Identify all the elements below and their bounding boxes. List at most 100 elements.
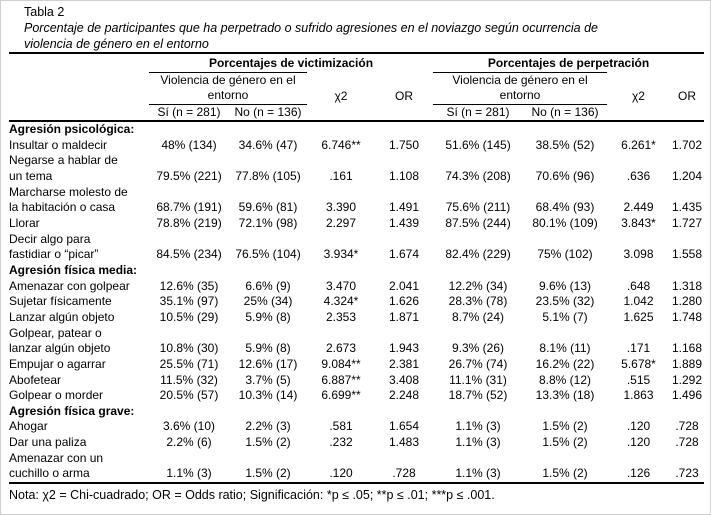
section-header-row: Agresión psicológica: xyxy=(9,121,704,138)
data-cell: 25.5% (71) xyxy=(159,356,219,371)
data-cell: 12.6% (17) xyxy=(238,356,298,371)
data-cell: 74.3% (208) xyxy=(445,168,511,183)
row-label: Empujar o agarrar xyxy=(9,356,106,371)
data-cell: 48% (134) xyxy=(161,137,217,152)
data-cell: 10.5% (29) xyxy=(159,309,219,324)
table-row: Amenazar con un cuchillo o arma 1.1% (3) 1… xyxy=(9,450,705,485)
data-cell: 1.5% (2) xyxy=(229,450,307,485)
table-header: Porcentajes de victimización Porcentajes… xyxy=(9,52,705,122)
data-cell: 3.7% (5) xyxy=(245,372,291,387)
data-cell: 1.280 xyxy=(671,294,703,309)
data-cell: 51.6% (145) xyxy=(445,137,511,152)
section-header-row: Agresión física grave: xyxy=(9,404,704,420)
table-row: Insultar o maldecir 48% (134) 34.6% (47) 6.… xyxy=(9,138,704,154)
chi-squared-header-victimization: χ2 xyxy=(307,72,375,122)
yes-column-header-perpetration: Sí (n = 281) xyxy=(433,104,523,122)
data-cell: 1.318 xyxy=(671,278,703,293)
data-cell: .728 xyxy=(375,450,433,485)
data-cell: 72.1% (98) xyxy=(238,215,298,230)
data-cell: 1.483 xyxy=(388,435,420,450)
data-cell: 2.449 xyxy=(623,200,654,215)
data-cell: .161 xyxy=(329,168,353,183)
data-cell: 1.702 xyxy=(671,137,703,152)
data-cell: 6.887** xyxy=(321,372,361,387)
data-cell: 1.5% (2) xyxy=(523,450,607,485)
data-cell: 1.943 xyxy=(388,341,420,356)
data-cell: 9.6% (13) xyxy=(538,278,592,293)
data-cell: 8.8% (12) xyxy=(538,372,592,387)
data-cell: 9.3% (26) xyxy=(451,341,505,356)
group-header-row: Porcentajes de victimización Porcentajes… xyxy=(9,52,705,122)
section-header-row: Agresión física media: xyxy=(9,263,704,279)
data-cell: 1.748 xyxy=(671,309,703,324)
data-cell: 38.5% (52) xyxy=(535,137,595,152)
data-cell: 2.2% (3) xyxy=(245,419,291,434)
data-cell: .636 xyxy=(626,168,651,183)
data-cell: 2.2% (6) xyxy=(166,435,212,450)
data-cell: 2.673 xyxy=(325,341,357,356)
data-cell: 77.8% (105) xyxy=(235,168,301,183)
table-row: Marcharse molesto de la habitación o cas… xyxy=(9,185,704,216)
table-row: Sujetar físicamente 35.1% (97) 25% (34) 4.3… xyxy=(9,294,704,310)
data-cell: 5.9% (8) xyxy=(245,341,291,356)
data-cell: 13.3% (18) xyxy=(535,388,595,403)
data-cell: 8.1% (11) xyxy=(539,341,591,356)
odds-ratio-header-victimization: OR xyxy=(375,72,433,122)
data-cell: 1.108 xyxy=(388,168,420,183)
table-row: Golpear, patear o lanzar algún objeto 10.… xyxy=(9,326,704,357)
data-cell: 1.204 xyxy=(671,168,703,183)
data-cell: 2.353 xyxy=(325,309,357,324)
data-cell: .723 xyxy=(670,450,705,485)
data-cell: .648 xyxy=(626,278,651,293)
data-cell: 8.7% (24) xyxy=(451,309,505,324)
data-cell: 68.4% (93) xyxy=(535,200,595,215)
data-cell: 78.8% (219) xyxy=(156,215,222,230)
data-cell: 1.439 xyxy=(388,215,420,230)
data-table: Porcentajes de victimización Porcentajes… xyxy=(9,52,705,485)
data-cell: 1.727 xyxy=(671,215,703,230)
data-cell: 1.5% (2) xyxy=(542,419,588,434)
no-column-header-perpetration: No (n = 136) xyxy=(523,104,607,122)
row-label: Sujetar físicamente xyxy=(9,294,112,309)
data-cell: .728 xyxy=(675,435,699,450)
data-cell: .120 xyxy=(626,435,651,450)
data-cell: 9.084** xyxy=(321,356,361,371)
data-cell: 5.1% (7) xyxy=(542,309,588,324)
data-cell: 2.381 xyxy=(388,356,420,371)
data-cell: .581 xyxy=(329,419,353,434)
data-cell: .120 xyxy=(307,450,375,485)
data-cell: .515 xyxy=(626,372,651,387)
data-cell: 68.7% (191) xyxy=(156,200,222,215)
data-cell: 1.863 xyxy=(623,388,654,403)
data-cell: 1.654 xyxy=(388,419,420,434)
data-cell: 1.5% (2) xyxy=(542,435,588,450)
data-cell: 1.1% (3) xyxy=(433,450,523,485)
data-cell: 11.5% (32) xyxy=(160,372,218,387)
no-column-header-victimization: No (n = 136) xyxy=(229,104,307,122)
row-label: Golpear, patear o lanzar algún objeto xyxy=(9,325,111,356)
subcolumn-header-row: Sí (n = 281) No (n = 136) Sí (n = 281) N… xyxy=(9,104,704,122)
table-caption: Porcentaje de participantes que ha perpe… xyxy=(24,21,598,51)
data-cell: 1.625 xyxy=(623,309,654,324)
data-cell: .728 xyxy=(675,419,699,434)
table-body: Agresión psicológica: Insultar o maldecir… xyxy=(9,121,705,485)
data-cell: 59.6% (81) xyxy=(238,200,298,215)
table-row: Dar una paliza 2.2% (6) 1.5% (2) .232 1.483 1… xyxy=(9,435,704,451)
data-cell: 1.871 xyxy=(388,309,420,324)
row-label: Negarse a hablar de un tema xyxy=(9,153,118,183)
data-cell: 1.435 xyxy=(671,200,703,215)
environment-spanner-perpetration: Violencia de género en el entorno xyxy=(433,71,607,105)
data-cell: 25% (34) xyxy=(243,294,293,309)
data-cell: 2.041 xyxy=(388,278,420,293)
data-cell: 75% (102) xyxy=(537,247,593,262)
data-cell: 10.3% (14) xyxy=(238,388,298,403)
table-number: Tabla 2 xyxy=(24,5,65,19)
row-label: Decir algo para fastidiar o “picar” xyxy=(9,231,99,262)
data-cell: 3.6% (10) xyxy=(162,419,216,434)
data-cell: 2.297 xyxy=(325,215,357,230)
perpetration-group-header: Porcentajes de perpetración xyxy=(433,52,705,72)
row-label: Marcharse molesto de la habitación o cas… xyxy=(9,184,128,215)
table-row: Negarse a hablar de un tema 79.5% (221) 77… xyxy=(9,153,704,184)
row-label: Llorar xyxy=(9,215,40,230)
data-cell: 6.6% (9) xyxy=(245,278,291,293)
